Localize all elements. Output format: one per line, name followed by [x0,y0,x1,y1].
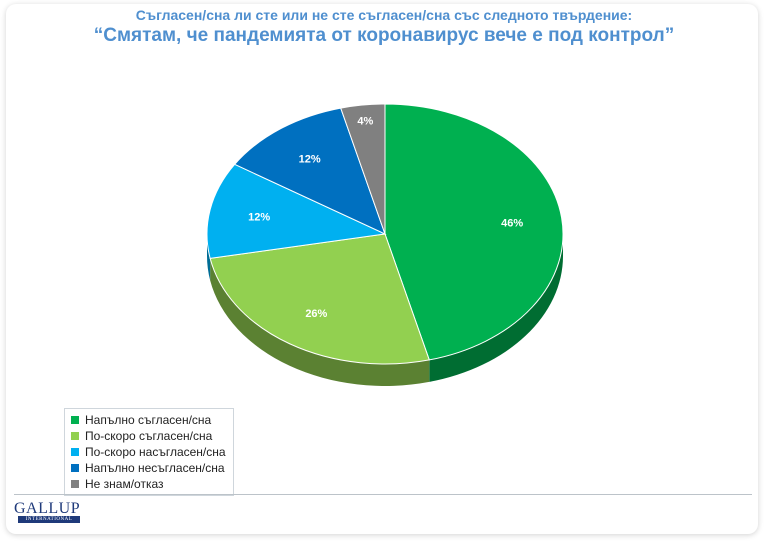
legend-item-1: Напълно съгласен/сна [71,412,227,428]
legend-item-2: По-скоро съгласен/сна [71,428,227,444]
legend-label-5: Не знам/отказ [85,477,164,491]
pie-slice-4 [233,107,386,235]
legend-swatch-5 [71,480,79,488]
pie-slice-3 [206,163,387,259]
data-label-3: 12% [248,211,270,223]
gallup-logo: GALLUP INTERNATIONAL [14,500,84,524]
pie-slice-side-1 [429,234,563,382]
pie-slice-2 [209,233,430,365]
legend-item-4: Напълно несъгласен/сна [71,460,227,476]
legend-swatch-1 [71,416,79,424]
logo-wordmark: GALLUP [14,500,81,517]
data-label-2: 26% [305,308,327,320]
legend-swatch-2 [71,432,79,440]
legend-label-3: По-скоро насъгласен/сна [85,445,226,459]
legend-swatch-3 [71,448,79,456]
legend-label-1: Напълно съгласен/сна [85,413,212,427]
data-label-1: 46% [501,217,523,229]
legend-label-2: По-скоро съгласен/сна [85,429,213,443]
data-label-5: 4% [357,116,373,128]
chart-legend: Напълно съгласен/сна По-скоро съгласен/сн… [64,408,234,496]
legend-label-4: Напълно несъгласен/сна [85,461,225,475]
logo-subtitle: INTERNATIONAL [18,516,80,523]
pie-slice-side-3 [207,234,211,281]
chart-statement: “Смятам, че пандемията от коронавирус ве… [93,25,675,46]
pie-slice-5 [340,103,386,235]
legend-item-5: Не знам/отказ [71,476,227,492]
chart-question: Съгласен/сна ли сте или не сте съгласен/… [135,7,633,23]
legend-swatch-4 [71,464,79,472]
footer-divider [14,494,752,495]
data-label-4: 12% [299,153,321,165]
legend-item-3: По-скоро насъгласен/сна [71,444,227,460]
pie-slice-1 [384,103,564,361]
